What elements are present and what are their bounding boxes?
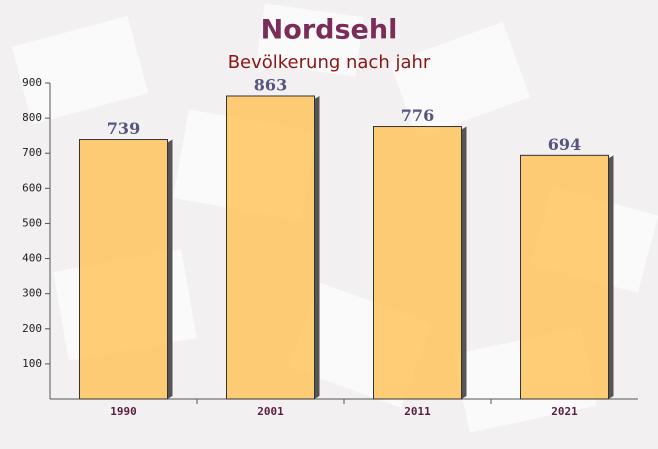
- x-tick-label: 1990: [110, 405, 137, 418]
- x-tick-label: 2011: [404, 405, 431, 418]
- chart-title: Nordsehl: [261, 15, 398, 46]
- y-tick-label: 600: [22, 181, 42, 194]
- bar-shadow: [608, 155, 614, 399]
- value-label: 739: [107, 119, 140, 138]
- x-tick-label: 2001: [257, 405, 284, 418]
- y-tick-label: 900: [22, 76, 42, 89]
- value-label: 776: [401, 106, 434, 125]
- bar-shadow: [461, 126, 467, 399]
- bar: [226, 95, 315, 400]
- y-tick-label: 500: [22, 216, 42, 229]
- value-label: 694: [548, 135, 581, 154]
- bar: [373, 126, 462, 400]
- bar: [520, 154, 609, 400]
- y-tick-label: 100: [22, 357, 42, 370]
- y-tick-label: 200: [22, 322, 42, 335]
- bar-shadow: [167, 139, 173, 400]
- value-label: 863: [254, 75, 287, 94]
- y-tick-label: 400: [22, 252, 42, 265]
- chart-subtitle: Bevölkerung nach jahr: [228, 52, 431, 73]
- bar: [79, 139, 168, 400]
- y-tick-label: 700: [22, 146, 42, 159]
- y-tick-label: 800: [22, 111, 42, 124]
- bar-shadow: [314, 95, 320, 399]
- y-tick-label: 300: [22, 287, 42, 300]
- x-tick-label: 2021: [551, 405, 578, 418]
